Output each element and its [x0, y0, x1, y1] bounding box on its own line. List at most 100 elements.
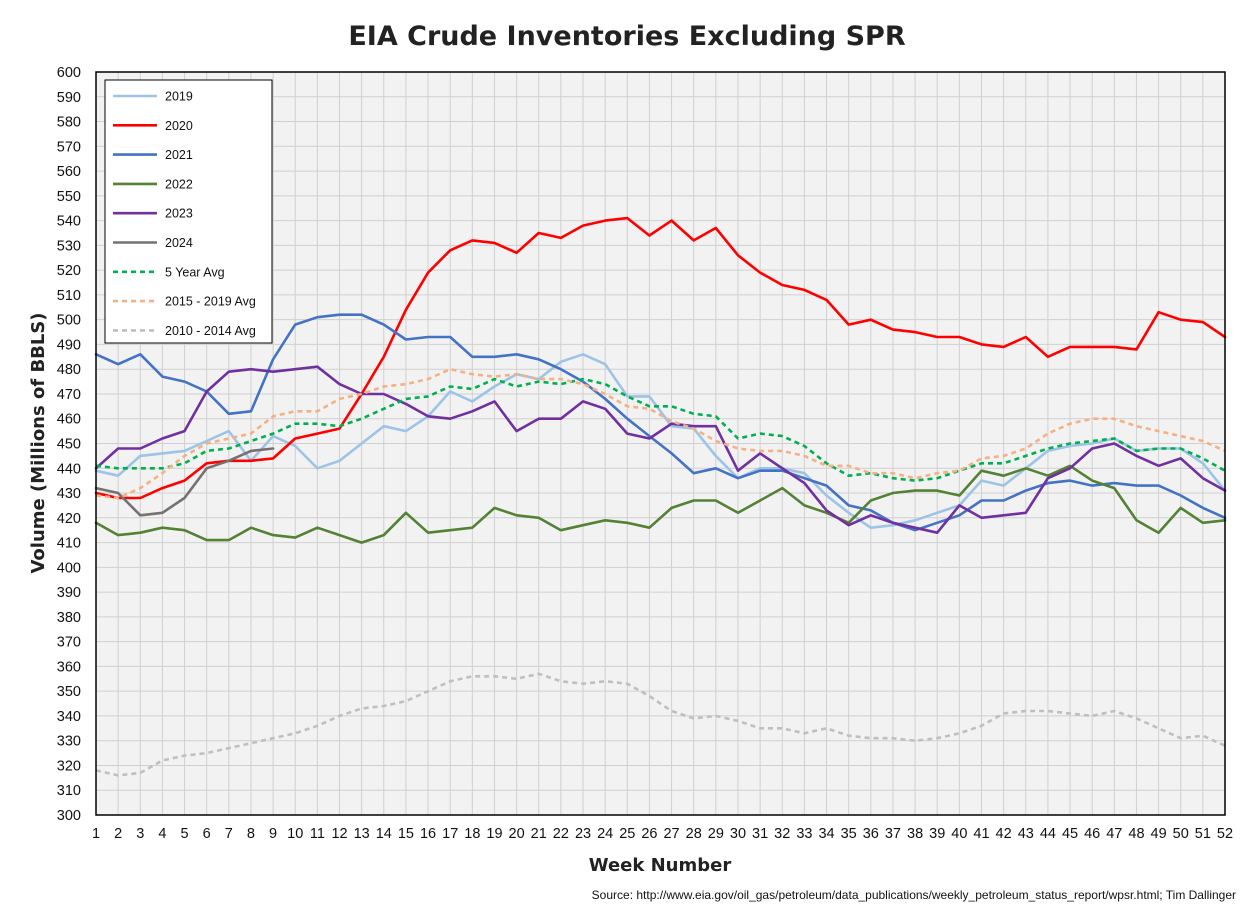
legend: 2019 2020 2021 2022 2023 2024 5 Year Avg 2015 -… — [104, 79, 273, 344]
x-tick-label: 13 — [354, 826, 370, 842]
y-tick-label: 520 — [57, 263, 81, 279]
x-tick-label: 9 — [269, 826, 277, 842]
x-tick-label: 36 — [863, 826, 879, 842]
x-tick-label: 23 — [575, 826, 591, 842]
x-tick-label: 27 — [663, 826, 679, 842]
x-tick-label: 21 — [531, 826, 547, 842]
x-tick-label: 8 — [247, 826, 255, 842]
x-tick-label: 16 — [420, 826, 436, 842]
x-tick-label: 49 — [1151, 826, 1167, 842]
y-tick-label: 430 — [57, 486, 81, 502]
x-axis-title: Week Number — [589, 855, 732, 876]
x-tick-label: 29 — [708, 826, 724, 842]
y-tick-label: 300 — [57, 808, 81, 824]
x-tick-label: 28 — [686, 826, 702, 842]
x-tick-label: 43 — [1018, 826, 1034, 842]
x-tick-label: 30 — [730, 826, 746, 842]
series-line-2019 — [94, 352, 1227, 530]
y-tick-label: 400 — [57, 560, 81, 576]
y-tick-label: 600 — [57, 65, 81, 81]
x-tick-label: 52 — [1217, 826, 1233, 842]
y-tick-label: 440 — [57, 461, 81, 477]
plot-border — [95, 71, 1226, 816]
series-line-2024 — [94, 447, 275, 517]
y-axis-title: Volume (Millions of BBLS) — [28, 312, 49, 573]
x-tick-label: 33 — [796, 826, 812, 842]
y-tick-label: 450 — [57, 437, 81, 453]
y-tick-label: 500 — [57, 313, 81, 329]
y-tick-label: 540 — [57, 214, 81, 230]
y-tick-label: 580 — [57, 115, 81, 131]
y-tick-label: 320 — [57, 758, 81, 774]
x-tick-label: 42 — [996, 826, 1012, 842]
legend-label: 2015 - 2019 Avg — [165, 295, 256, 309]
x-tick-label: 47 — [1106, 826, 1122, 842]
y-tick-label: 490 — [57, 337, 81, 353]
x-tick-label: 32 — [774, 826, 790, 842]
series-line-2023 — [94, 365, 1227, 535]
y-tick-label: 420 — [57, 511, 81, 527]
x-tick-label: 26 — [641, 826, 657, 842]
x-tick-label: 2 — [114, 826, 122, 842]
x-tick-label: 50 — [1173, 826, 1189, 842]
x-tick-label: 35 — [841, 826, 857, 842]
x-tick-label: 34 — [818, 826, 834, 842]
y-tick-label: 350 — [57, 684, 81, 700]
series-line-2010-2014-avg — [95, 672, 1226, 777]
legend-label: 2024 — [165, 236, 193, 250]
x-tick-label: 7 — [225, 826, 233, 842]
chart-title: EIA Crude Inventories Excluding SPR — [348, 21, 905, 52]
x-tick-label: 24 — [597, 826, 613, 842]
x-tick-label: 3 — [136, 826, 144, 842]
legend-label: 2023 — [165, 207, 193, 221]
y-tick-label: 480 — [57, 362, 81, 378]
x-tick-label: 38 — [907, 826, 923, 842]
y-tick-label: 390 — [57, 585, 81, 601]
x-tick-label: 11 — [310, 826, 325, 842]
series-lines — [94, 216, 1227, 777]
x-tick-label: 45 — [1062, 826, 1078, 842]
y-tick-label: 370 — [57, 635, 81, 651]
x-tick-label: 22 — [553, 826, 569, 842]
x-axis-ticks: 1 2 3 4 5 6 7 8 9 10 11 12 13 14 15 16 17 18 19 20 21 22 23 24 2… — [92, 826, 1233, 842]
legend-label: 2022 — [165, 177, 193, 191]
x-tick-label: 17 — [442, 826, 458, 842]
x-tick-label: 39 — [929, 826, 945, 842]
y-tick-label: 560 — [57, 164, 81, 180]
x-tick-label: 48 — [1128, 826, 1144, 842]
x-tick-label: 31 — [752, 826, 768, 842]
x-tick-label: 51 — [1195, 826, 1211, 842]
y-tick-label: 470 — [57, 387, 81, 403]
x-tick-label: 20 — [509, 826, 525, 842]
x-tick-label: 12 — [331, 826, 347, 842]
series-line-2015-2019-avg — [95, 367, 1226, 500]
legend-label: 2019 — [165, 90, 193, 104]
y-axis-ticks: 300 310 320 330 340 350 360 370 380 390 400 410 420 4… — [57, 65, 81, 824]
y-tick-label: 360 — [57, 659, 81, 675]
legend-label: 2021 — [165, 148, 193, 162]
x-tick-label: 4 — [158, 826, 166, 842]
x-tick-label: 19 — [486, 826, 502, 842]
y-tick-label: 460 — [57, 412, 81, 428]
x-tick-label: 37 — [885, 826, 901, 842]
legend-label: 2020 — [165, 119, 193, 133]
y-tick-label: 380 — [57, 610, 81, 626]
x-tick-label: 46 — [1084, 826, 1100, 842]
x-tick-label: 14 — [376, 826, 392, 842]
x-tick-label: 18 — [464, 826, 480, 842]
x-tick-label: 10 — [287, 826, 303, 842]
x-tick-label: 44 — [1040, 826, 1056, 842]
y-tick-label: 550 — [57, 189, 81, 205]
y-tick-label: 590 — [57, 90, 81, 106]
legend-label: 2010 - 2014 Avg — [165, 324, 256, 338]
x-tick-label: 25 — [619, 826, 635, 842]
y-tick-label: 340 — [57, 709, 81, 725]
gridlines — [95, 71, 1226, 816]
y-tick-label: 310 — [57, 783, 81, 799]
series-line-2022 — [94, 464, 1227, 544]
x-tick-label: 15 — [398, 826, 414, 842]
x-tick-label: 5 — [181, 826, 189, 842]
x-tick-label: 6 — [203, 826, 211, 842]
y-tick-label: 530 — [57, 238, 81, 254]
